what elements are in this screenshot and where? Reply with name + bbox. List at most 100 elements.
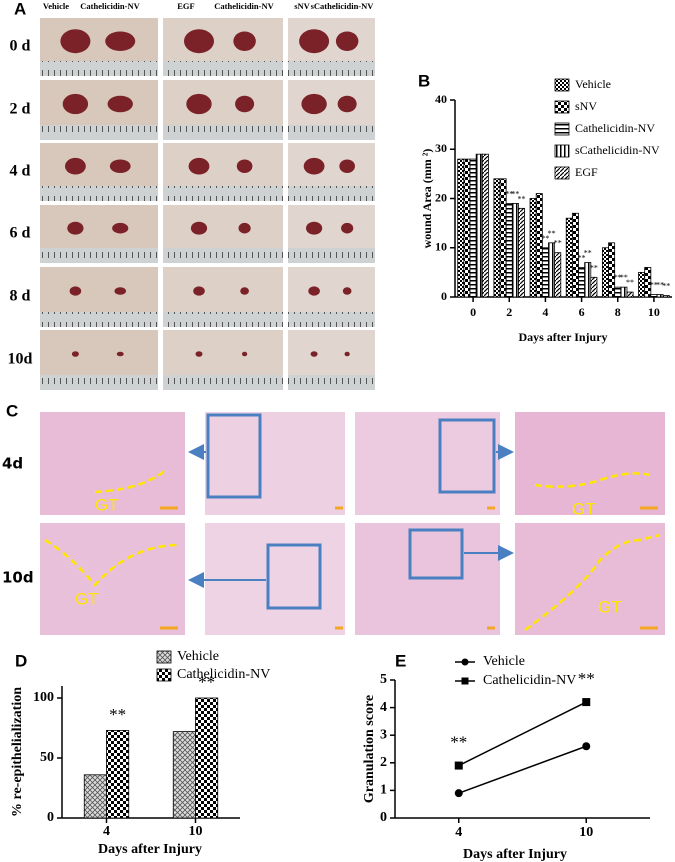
column-label: sCathelicidin-NV: [311, 1, 375, 11]
gt-label: GT: [95, 495, 119, 514]
wound: [233, 31, 256, 51]
ruler: [40, 375, 158, 390]
bar: [601, 247, 609, 298]
panel-a: A Vehicle Cathelicidin-NV EGF Cathelicidin-…: [8, 0, 375, 390]
y-tick-label: 50: [40, 750, 54, 765]
row-label: 0 d: [10, 38, 31, 55]
significance-label: **: [554, 239, 562, 248]
significance-label: **: [656, 281, 664, 290]
boundary-line: [94, 468, 165, 494]
y-tick-label: 3: [380, 727, 387, 742]
legend-swatch: [554, 166, 570, 180]
wound: [107, 95, 133, 113]
y-tick-label: 40: [435, 92, 447, 106]
legend-marker: [461, 658, 469, 666]
significance-label: **: [511, 189, 519, 198]
legend-label: sNV: [575, 99, 597, 113]
wound: [299, 29, 330, 54]
bar: [469, 158, 477, 298]
legend-swatch: [554, 144, 570, 158]
ruler: [163, 125, 283, 140]
x-tick-label: 4: [103, 824, 110, 839]
wound: [240, 287, 249, 295]
legend-swatch: [554, 100, 570, 114]
bar: [608, 242, 616, 298]
bar: [493, 178, 501, 298]
x-tick-label: 10: [648, 305, 660, 319]
significance-label: **: [620, 273, 628, 282]
legend-swatch: [554, 122, 570, 136]
bar: [541, 247, 549, 298]
wound: [60, 29, 91, 54]
bar: [511, 203, 519, 298]
panel-label: C: [6, 401, 18, 420]
wound: [184, 29, 214, 54]
x-axis-label: Days after Injury: [98, 842, 202, 857]
y-tick-label: 10: [435, 240, 447, 254]
significance-label: **: [662, 282, 670, 291]
ruler: [288, 375, 375, 390]
x-tick-label: 4: [542, 305, 548, 319]
bar: [481, 153, 489, 298]
bar: [662, 295, 670, 298]
row-label: 6 d: [10, 225, 31, 242]
wound: [238, 222, 251, 234]
y-tick-label: 5: [380, 672, 387, 687]
wound: [116, 351, 124, 357]
wound: [337, 95, 357, 113]
x-tick-label: 6: [579, 305, 585, 319]
ruler: [40, 312, 158, 327]
point: [582, 698, 591, 707]
x-tick-label: 10: [189, 824, 203, 839]
y-axis-label: % re-epithelialization: [10, 687, 25, 817]
legend-swatch: [156, 650, 172, 664]
ruler: [163, 248, 283, 263]
significance-label: **: [548, 229, 556, 238]
zoom-box: [266, 543, 322, 610]
point: [454, 789, 463, 798]
ruler: [40, 61, 158, 76]
histology-image: [515, 523, 665, 635]
wound: [301, 93, 327, 115]
row-label: 4 d: [10, 163, 31, 180]
column-label: Vehicle: [43, 1, 69, 11]
row-label: 10d: [2, 569, 34, 587]
x-tick-label: 2: [506, 305, 512, 319]
bar: [644, 267, 652, 298]
chart: B 0 10 20 30 40 0 2 4 6 8 10 Days after Injury wound …: [418, 71, 672, 344]
chart: E 0 1 2 3 4 5 4 10 Days after Injury Granulation s…: [362, 651, 650, 862]
bar: [620, 286, 628, 298]
ruler: [163, 312, 283, 327]
panel-label: D: [15, 651, 27, 670]
wound: [114, 287, 127, 295]
x-tick-label: 10: [579, 825, 593, 840]
y-tick-label: 0: [380, 810, 387, 825]
ruler: [288, 186, 375, 201]
wound: [65, 157, 86, 175]
wound: [62, 93, 89, 115]
point: [454, 761, 463, 770]
significance-label: **: [578, 669, 595, 688]
wound: [306, 221, 323, 235]
y-axis-label: wound Area (mm ²): [420, 149, 434, 249]
zoom-box: [206, 413, 262, 499]
wound: [190, 221, 208, 235]
line: [458, 745, 587, 794]
legend-label: Vehicle: [177, 649, 219, 664]
ruler: [288, 61, 375, 76]
column-label: sNV: [294, 1, 310, 11]
y-tick-label: 20: [435, 190, 447, 204]
y-tick-label: 2: [380, 755, 387, 770]
column-label: EGF: [177, 1, 194, 11]
gt-label: GT: [75, 589, 99, 608]
ruler: [163, 61, 283, 76]
histology-image: [40, 412, 185, 515]
ruler: [163, 375, 283, 390]
column-label: Cathelicidin-NV: [80, 1, 140, 11]
x-axis-label: Days after Injury: [463, 847, 567, 862]
wound: [303, 157, 325, 175]
legend-marker: [461, 677, 469, 685]
gt-label: GT: [572, 499, 596, 518]
wound: [112, 222, 129, 234]
